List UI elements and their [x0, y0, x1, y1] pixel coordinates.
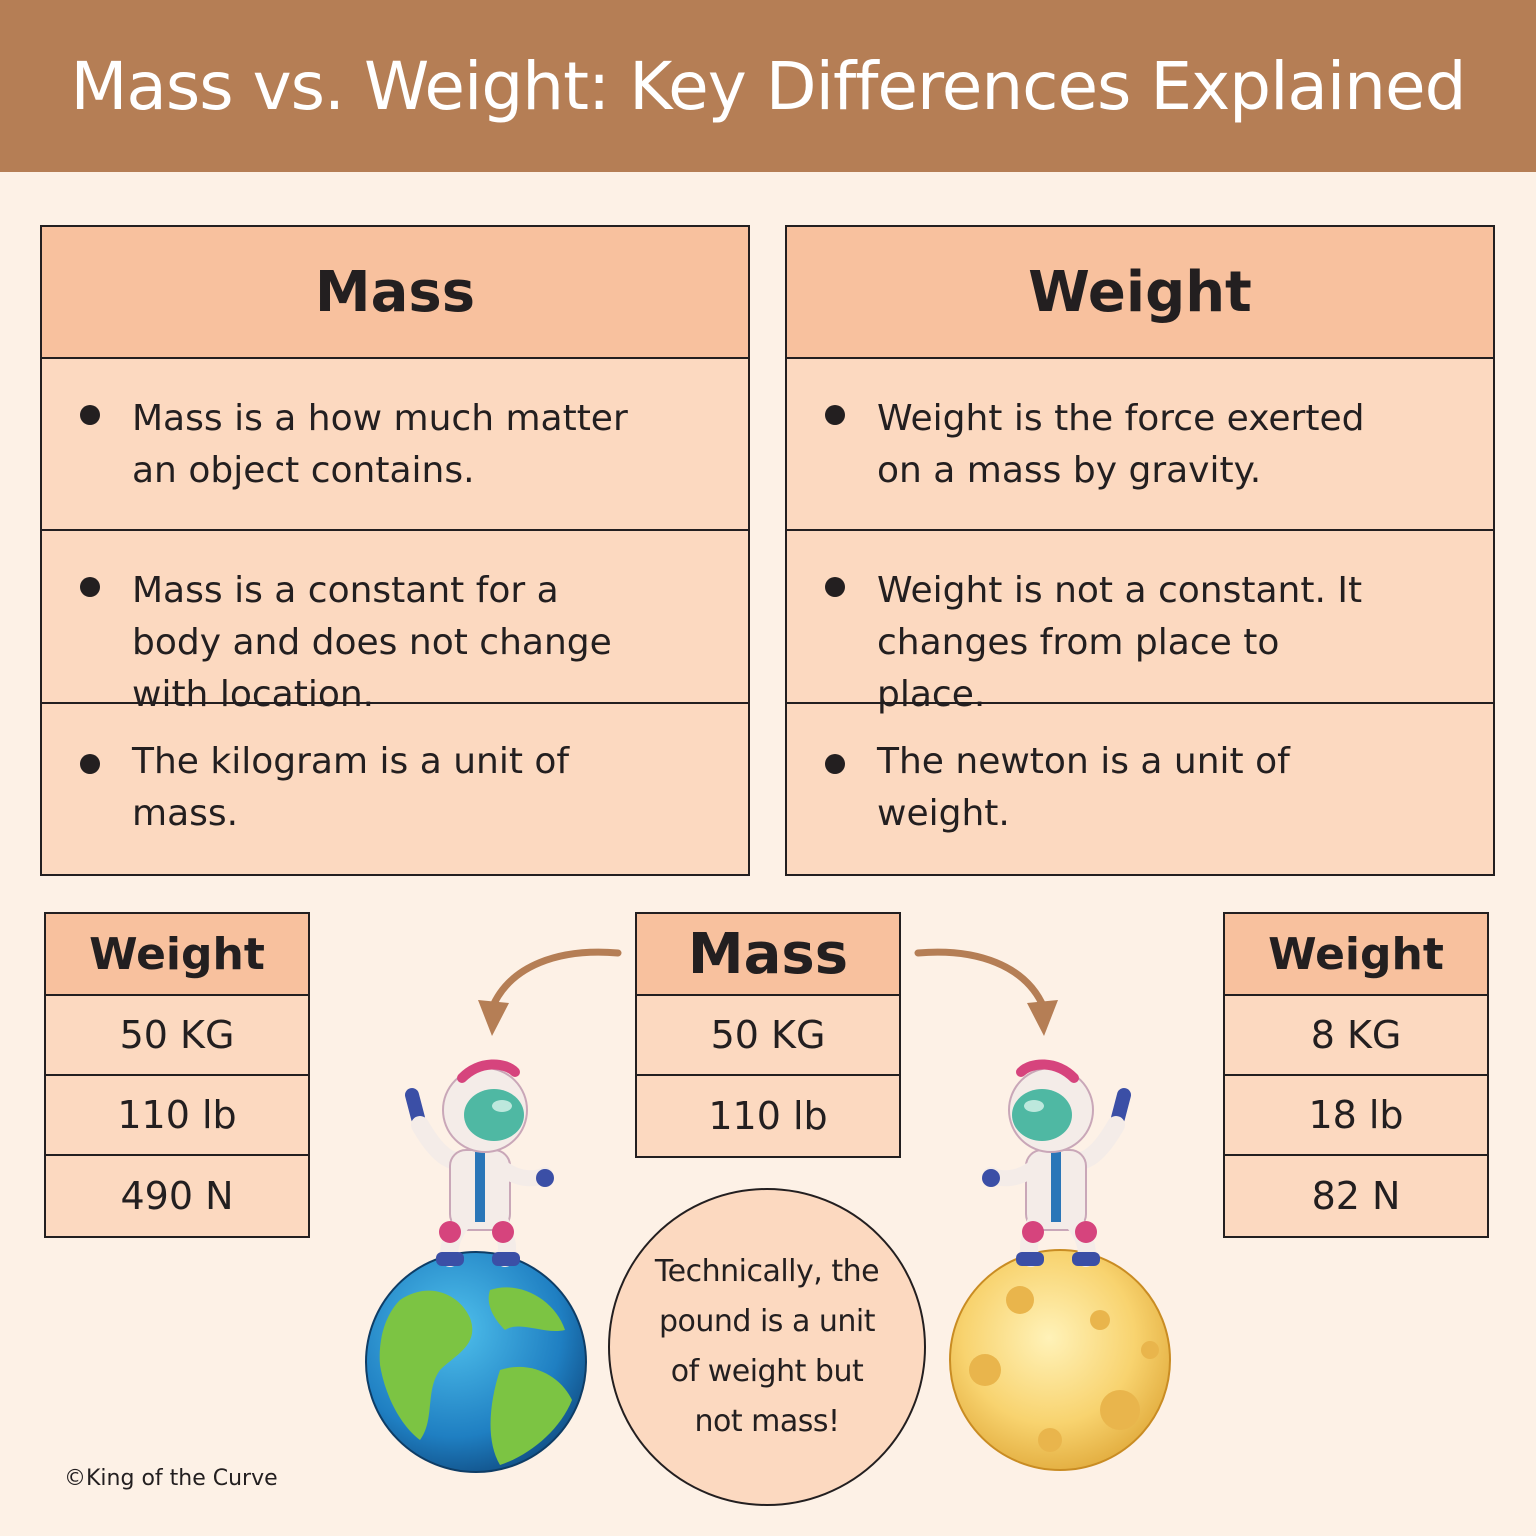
mass-point-text: The kilogram is a unit of mass.	[132, 741, 570, 834]
mass-point-text: Mass is a constant for a body and does n…	[132, 570, 612, 715]
bullet-icon	[825, 754, 845, 774]
moon-weight-table: Weight 8 KG 18 lb 82 N	[1223, 912, 1489, 1238]
curved-arrow-right-icon	[914, 948, 1058, 1036]
curved-arrow-left-icon	[478, 948, 622, 1036]
weight-point-row: The newton is a unit of weight.	[787, 704, 1493, 874]
mass-value-table: Mass 50 KG 110 lb	[635, 912, 901, 1158]
astronaut-icon	[982, 1059, 1131, 1267]
earth-weight-cell: 110 lb	[46, 1076, 308, 1156]
bullet-icon	[80, 754, 100, 774]
weight-point-text: Weight is the force exerted on a mass by…	[877, 398, 1365, 491]
moon-weight-cell: 8 KG	[1225, 996, 1487, 1076]
earth-weight-heading: Weight	[46, 914, 308, 996]
bullet-icon	[80, 577, 100, 597]
bullet-icon	[825, 405, 845, 425]
moon-weight-cell: 82 N	[1311, 1174, 1401, 1218]
earth-icon	[365, 1251, 587, 1473]
mass-value-heading: Mass	[637, 914, 899, 996]
weight-table-heading: Weight	[787, 227, 1493, 359]
mass-value-cell: 110 lb	[708, 1094, 828, 1138]
mass-value-cell: 50 KG	[637, 996, 899, 1076]
weight-point-row: Weight is the force exerted on a mass by…	[787, 359, 1493, 531]
moon-icon	[949, 1249, 1171, 1471]
moon-weight-cell: 18 lb	[1225, 1076, 1487, 1156]
weight-definition-table: Weight Weight is the force exerted on a …	[785, 225, 1495, 876]
earth-weight-cell: 490 N	[120, 1174, 234, 1218]
mass-point-row: Mass is a how much matter an object cont…	[42, 359, 748, 531]
weight-point-text: The newton is a unit of weight.	[877, 741, 1290, 834]
pound-note-text: Technically, the pound is a unit of weig…	[654, 1254, 880, 1439]
bullet-icon	[80, 405, 100, 425]
copyright-credit: ©King of the Curve	[64, 1466, 278, 1491]
weight-point-row: Weight is not a constant. It changes fro…	[787, 531, 1493, 715]
mass-table-heading: Mass	[42, 227, 748, 359]
pound-note-circle: Technically, the pound is a unit of weig…	[608, 1188, 926, 1506]
earth-weight-table: Weight 50 KG 110 lb 490 N	[44, 912, 310, 1238]
mass-point-row: Mass is a constant for a body and does n…	[42, 531, 748, 715]
astronaut-icon	[405, 1059, 554, 1267]
title-banner: Mass vs. Weight: Key Differences Explain…	[0, 0, 1536, 172]
bullet-icon	[825, 577, 845, 597]
weight-point-text: Weight is not a constant. It changes fro…	[877, 570, 1363, 715]
page-title: Mass vs. Weight: Key Differences Explain…	[70, 47, 1466, 125]
mass-point-row: The kilogram is a unit of mass.	[42, 704, 748, 874]
mass-definition-table: Mass Mass is a how much matter an object…	[40, 225, 750, 876]
earth-weight-cell: 50 KG	[46, 996, 308, 1076]
mass-point-text: Mass is a how much matter an object cont…	[132, 398, 628, 491]
moon-weight-heading: Weight	[1225, 914, 1487, 996]
